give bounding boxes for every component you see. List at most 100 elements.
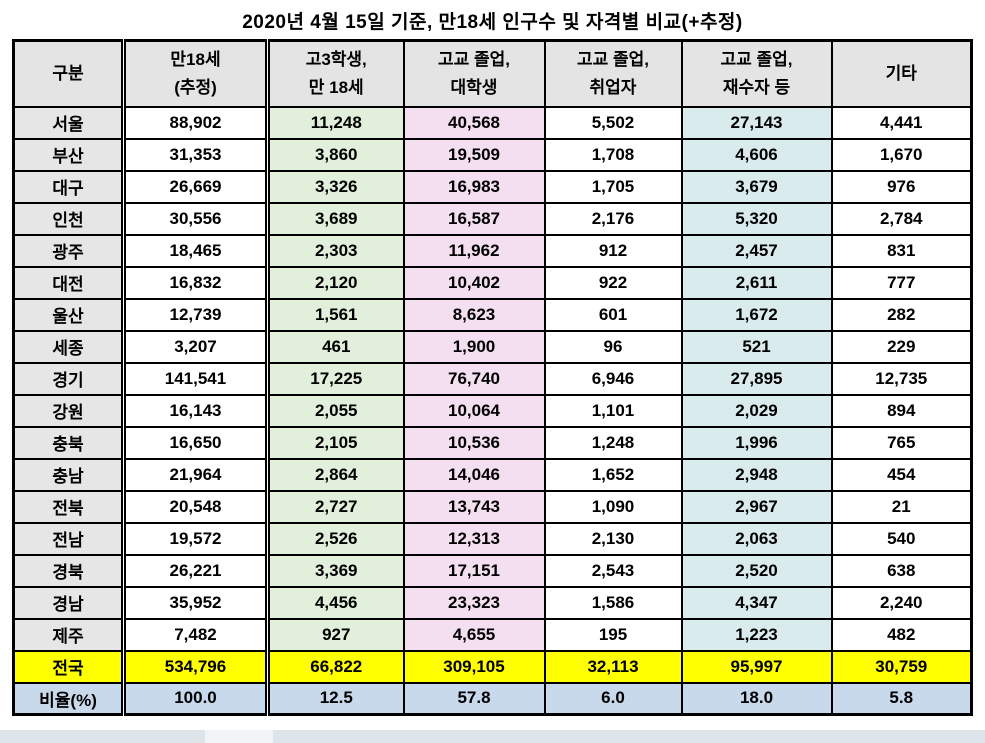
- value-cell-college: 19,509: [402, 137, 546, 172]
- value-cell-age18: 26,669: [121, 169, 269, 204]
- value-cell-retaker: 521: [680, 329, 833, 364]
- page-title: 2020년 4월 15일 기준, 만18세 인구수 및 자격별 비교(+추정): [242, 12, 743, 33]
- value-cell-etc: 12,735: [830, 361, 973, 396]
- value-cell-etc: 831: [830, 233, 973, 268]
- value-cell-college: 8,623: [402, 297, 546, 332]
- value-cell-age18: 16,143: [121, 393, 269, 428]
- value-cell-etc: 454: [830, 457, 973, 492]
- value-cell-employed: 1,101: [543, 393, 683, 428]
- value-cell-college: 14,046: [402, 457, 546, 492]
- data-row: 대전 16,832 2,120 10,402 922 2,611 777: [12, 265, 973, 300]
- value-cell-college: 13,743: [402, 489, 546, 524]
- value-cell-employed: 601: [543, 297, 683, 332]
- data-row: 전남 19,572 2,526 12,313 2,130 2,063 540: [12, 521, 973, 556]
- column-header-age18: 만18세 (추정): [121, 39, 269, 108]
- value-cell-employed: 912: [543, 233, 683, 268]
- value-cell-etc: 229: [830, 329, 973, 364]
- data-row: 충남 21,964 2,864 14,046 1,652 2,948 454: [12, 457, 973, 492]
- column-header-region: 구분: [12, 39, 125, 108]
- value-cell-hs-senior: 3,369: [265, 553, 405, 588]
- value-cell-employed: 1,705: [543, 169, 683, 204]
- value-cell-retaker: 5,320: [680, 201, 833, 236]
- value-cell-hs-senior: 3,326: [265, 169, 405, 204]
- value-cell-etc: 282: [830, 297, 973, 332]
- value-cell-age18: 18,465: [121, 233, 269, 268]
- value-cell-retaker: 27,895: [680, 361, 833, 396]
- value-cell-hs-senior: 2,303: [265, 233, 405, 268]
- value-cell-hs-senior: 1,561: [265, 297, 405, 332]
- value-cell-college: 23,323: [402, 585, 546, 620]
- value-cell-college: 12,313: [402, 521, 546, 556]
- header-row: 구분 만18세 (추정) 고3학생, 만 18세 고교 졸업, 대학생 고교 졸업, 취업자 고교…: [12, 39, 973, 108]
- value-cell-retaker: 4,606: [680, 137, 833, 172]
- value-cell-age18: 534,796: [121, 649, 269, 684]
- value-cell-hs-senior: 2,864: [265, 457, 405, 492]
- data-row: 전북 20,548 2,727 13,743 1,090 2,967 21: [12, 489, 973, 524]
- population-table: 구분 만18세 (추정) 고3학생, 만 18세 고교 졸업, 대학생 고교 졸업, 취업자 고교…: [12, 39, 973, 716]
- value-cell-retaker: 2,029: [680, 393, 833, 428]
- region-cell: 인천: [12, 201, 125, 236]
- ratio-row: 비율(%) 100.0 12.5 57.8 6.0 18.0 5.8: [12, 681, 973, 716]
- region-cell: 대전: [12, 265, 125, 300]
- value-cell-employed: 2,130: [543, 521, 683, 556]
- value-cell-age18: 21,964: [121, 457, 269, 492]
- value-cell-hs-senior: 2,055: [265, 393, 405, 428]
- value-cell-retaker: 27,143: [680, 105, 833, 140]
- value-cell-college: 16,983: [402, 169, 546, 204]
- table-head: 구분 만18세 (추정) 고3학생, 만 18세 고교 졸업, 대학생 고교 졸업, 취업자 고교…: [12, 39, 973, 108]
- value-cell-employed: 1,090: [543, 489, 683, 524]
- column-header-etc: 기타: [830, 39, 973, 108]
- value-cell-etc: 777: [830, 265, 973, 300]
- value-cell-etc: 976: [830, 169, 973, 204]
- value-cell-college: 17,151: [402, 553, 546, 588]
- value-cell-hs-senior: 461: [265, 329, 405, 364]
- data-row: 광주 18,465 2,303 11,962 912 2,457 831: [12, 233, 973, 268]
- value-cell-employed: 2,176: [543, 201, 683, 236]
- value-cell-age18: 35,952: [121, 585, 269, 620]
- bottom-strip-left: [0, 730, 205, 743]
- value-cell-employed: 922: [543, 265, 683, 300]
- bottom-strip-gap: [205, 730, 273, 743]
- bottom-strip-right: [273, 730, 985, 743]
- value-cell-hs-senior: 17,225: [265, 361, 405, 396]
- value-cell-employed: 1,586: [543, 585, 683, 620]
- value-cell-college: 1,900: [402, 329, 546, 364]
- column-header-employed: 고교 졸업, 취업자: [543, 39, 683, 108]
- value-cell-etc: 21: [830, 489, 973, 524]
- value-cell-age18: 3,207: [121, 329, 269, 364]
- value-cell-employed: 5,502: [543, 105, 683, 140]
- data-row: 강원 16,143 2,055 10,064 1,101 2,029 894: [12, 393, 973, 428]
- value-cell-retaker: 18.0: [680, 681, 833, 716]
- value-cell-etc: 1,670: [830, 137, 973, 172]
- value-cell-employed: 32,113: [543, 649, 683, 684]
- value-cell-college: 76,740: [402, 361, 546, 396]
- value-cell-employed: 1,248: [543, 425, 683, 460]
- region-cell: 경남: [12, 585, 125, 620]
- value-cell-college: 4,655: [402, 617, 546, 652]
- column-header-college: 고교 졸업, 대학생: [402, 39, 546, 108]
- region-cell: 경북: [12, 553, 125, 588]
- data-row: 부산 31,353 3,860 19,509 1,708 4,606 1,670: [12, 137, 973, 172]
- region-cell: 울산: [12, 297, 125, 332]
- value-cell-age18: 16,650: [121, 425, 269, 460]
- region-cell: 전국: [12, 649, 125, 684]
- region-cell: 강원: [12, 393, 125, 428]
- value-cell-hs-senior: 2,120: [265, 265, 405, 300]
- value-cell-age18: 19,572: [121, 521, 269, 556]
- region-cell: 세종: [12, 329, 125, 364]
- data-row: 인천 30,556 3,689 16,587 2,176 5,320 2,784: [12, 201, 973, 236]
- value-cell-employed: 6,946: [543, 361, 683, 396]
- value-cell-etc: 30,759: [830, 649, 973, 684]
- value-cell-etc: 2,784: [830, 201, 973, 236]
- value-cell-college: 10,402: [402, 265, 546, 300]
- value-cell-hs-senior: 927: [265, 617, 405, 652]
- column-header-hs-senior: 고3학생, 만 18세: [265, 39, 405, 108]
- data-row: 제주 7,482 927 4,655 195 1,223 482: [12, 617, 973, 652]
- value-cell-hs-senior: 12.5: [265, 681, 405, 716]
- value-cell-college: 10,536: [402, 425, 546, 460]
- value-cell-hs-senior: 4,456: [265, 585, 405, 620]
- region-cell: 제주: [12, 617, 125, 652]
- value-cell-age18: 141,541: [121, 361, 269, 396]
- value-cell-age18: 16,832: [121, 265, 269, 300]
- value-cell-etc: 765: [830, 425, 973, 460]
